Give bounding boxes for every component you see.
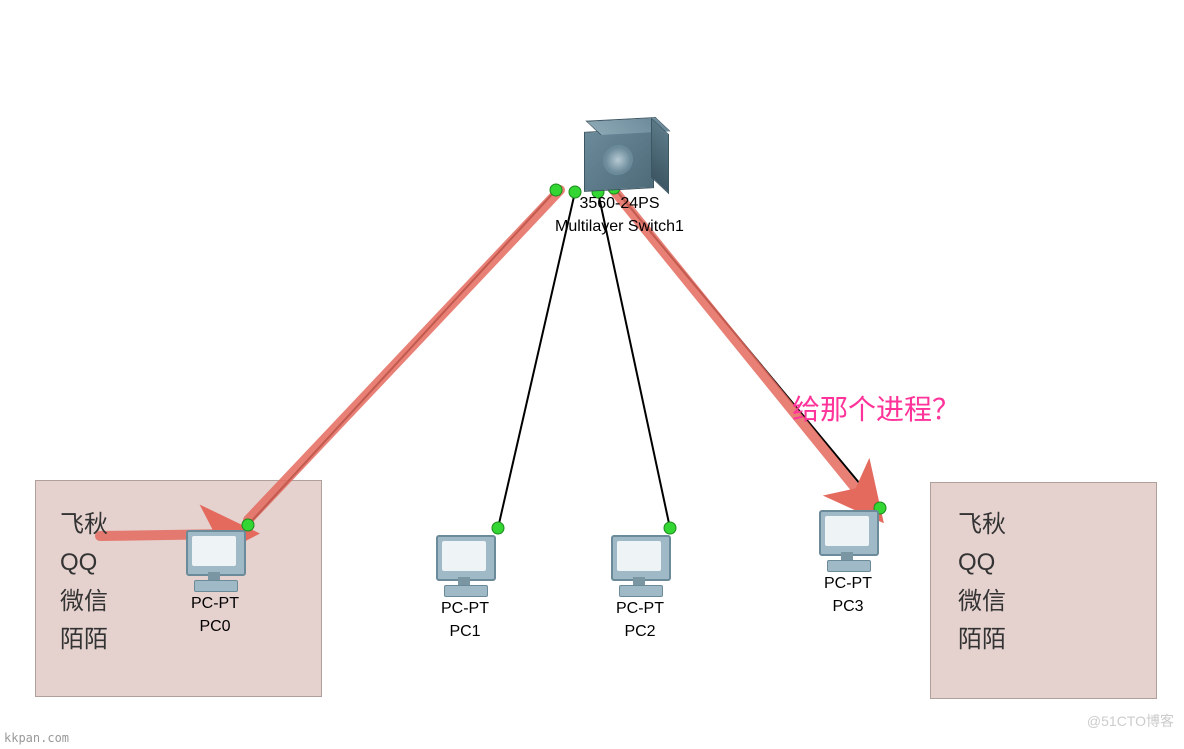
switch-node[interactable]: 3560-24PS Multilayer Switch1 [555,130,684,236]
app-list-item: 陌陌 [60,621,108,659]
pc-icon [813,510,883,570]
pc-icon [605,535,675,595]
pc3-label-line1: PC-PT [813,574,883,593]
app-list-item: 飞秋 [958,506,1006,544]
pc1-label-line1: PC-PT [430,599,500,618]
pc0-node[interactable]: PC-PT PC0 [180,530,250,636]
watermark-left: kkpan.com [4,731,69,745]
pc-icon [180,530,250,590]
app-list-left: 飞秋QQ微信陌陌 [60,506,108,660]
pc1-node[interactable]: PC-PT PC1 [430,535,500,641]
pc0-label-line1: PC-PT [180,594,250,613]
pc2-label-line1: PC-PT [605,599,675,618]
pc3-label-line2: PC3 [813,597,883,616]
pc0-label-line2: PC0 [180,617,250,636]
switch-label-line2: Multilayer Switch1 [555,217,684,236]
switch-label-line1: 3560-24PS [555,194,684,213]
pc2-node[interactable]: PC-PT PC2 [605,535,675,641]
pc1-label-line2: PC1 [430,622,500,641]
app-list-item: 微信 [60,583,108,621]
app-list-item: 飞秋 [60,506,108,544]
pc3-node[interactable]: PC-PT PC3 [813,510,883,616]
annotation-text: 给那个进程？ [792,388,960,428]
app-list-item: QQ [60,544,108,582]
app-list-item: 陌陌 [958,621,1006,659]
pc2-label-line2: PC2 [605,622,675,641]
switch-icon [584,128,654,192]
watermark-right: @51CTO博客 [1087,711,1174,731]
pc-icon [430,535,500,595]
app-list-item: QQ [958,544,1006,582]
app-list-right: 飞秋QQ微信陌陌 [958,506,1006,660]
diagram-canvas: 3560-24PS Multilayer Switch1 PC-PT PC0 P… [0,0,1184,749]
app-list-item: 微信 [958,583,1006,621]
